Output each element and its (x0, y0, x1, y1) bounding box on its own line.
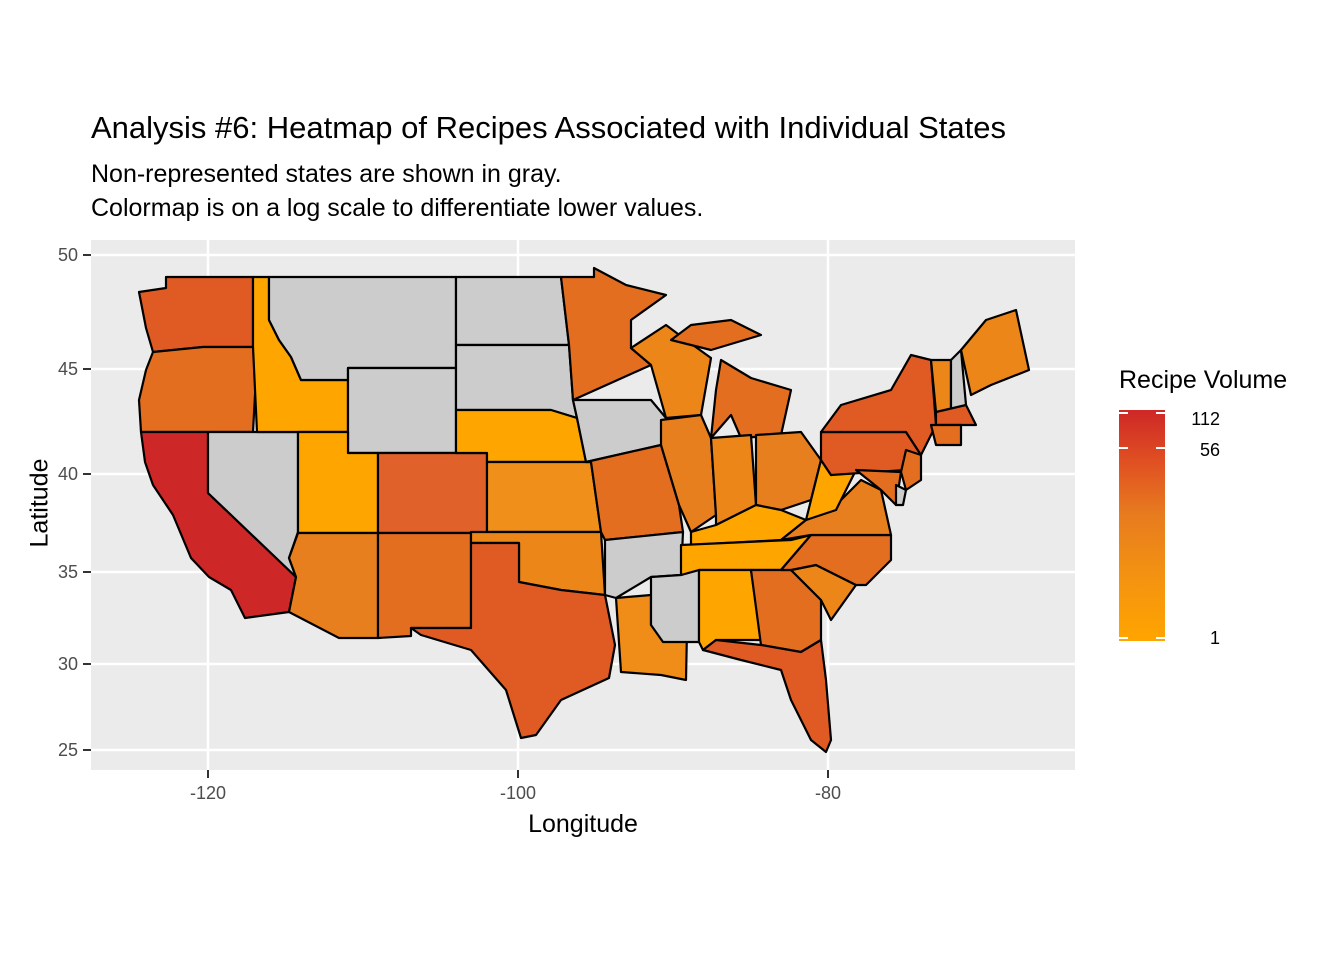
y-tick-mark (83, 749, 91, 751)
chart-title: Analysis #6: Heatmap of Recipes Associat… (91, 110, 1006, 145)
x-tick-mark (517, 770, 519, 778)
state-texas (409, 541, 617, 740)
chart-subtitle-line1: Non-represented states are shown in gray… (91, 160, 562, 188)
colorbar-tick-left (1119, 447, 1128, 449)
state-delaware (894, 483, 908, 507)
colorbar-tick-right (1156, 637, 1165, 639)
state-new-jersey (899, 448, 923, 492)
state-montana (267, 275, 458, 382)
y-tick-mark (83, 254, 91, 256)
state-wisconsin (629, 323, 713, 420)
y-tick-label: 45 (57, 359, 78, 379)
y-tick-mark (83, 473, 91, 475)
state-south-dakota (454, 343, 579, 420)
state-north-dakota (454, 275, 571, 347)
state-mississippi (649, 568, 701, 644)
state-washington (137, 275, 255, 354)
state-illinois (659, 413, 718, 534)
colorbar-tick-right (1156, 412, 1165, 414)
legend-tick-label: 56 (1199, 440, 1220, 460)
colorbar-tick-left (1119, 412, 1128, 414)
map-panel (91, 240, 1075, 770)
x-tick-label: -120 (189, 783, 227, 803)
colorbar-tick-right (1156, 447, 1165, 449)
state-arizona (287, 531, 380, 640)
x-axis-label: Longitude (528, 810, 638, 838)
x-tick-mark (207, 770, 209, 778)
state-kansas (485, 460, 603, 534)
state-new-mexico (376, 531, 473, 640)
y-tick-label: 30 (57, 654, 78, 674)
state-massachusetts (934, 403, 978, 427)
state-oregon (137, 345, 259, 434)
y-tick-label: 35 (57, 562, 78, 582)
y-tick-mark (83, 571, 91, 573)
state-michigan (709, 358, 793, 440)
state-connecticut (929, 423, 963, 447)
legend-colorbar (1119, 410, 1165, 641)
x-tick-label: -100 (499, 783, 537, 803)
y-tick-label: 40 (57, 464, 78, 484)
state-michigan-up (669, 318, 763, 352)
y-tick-label: 25 (57, 740, 78, 760)
chart-subtitle-line2: Colormap is on a log scale to differenti… (91, 194, 704, 222)
y-tick-label: 50 (57, 245, 78, 265)
legend-tick-label: 1 (1209, 628, 1220, 648)
states (137, 266, 1031, 754)
state-florida (701, 638, 833, 754)
y-tick-mark (83, 368, 91, 370)
x-tick-label: -80 (814, 783, 841, 803)
y-tick-mark (83, 663, 91, 665)
x-tick-mark (827, 770, 829, 778)
legend-title: Recipe Volume (1119, 366, 1288, 394)
state-maine (959, 308, 1031, 397)
state-colorado (376, 451, 489, 535)
y-axis-label: Latitude (25, 458, 54, 548)
state-minnesota (559, 266, 668, 402)
state-wyoming (346, 366, 458, 455)
map-svg (91, 240, 1075, 770)
colorbar-tick-left (1119, 637, 1128, 639)
legend-tick-label: 112 (1191, 409, 1220, 429)
